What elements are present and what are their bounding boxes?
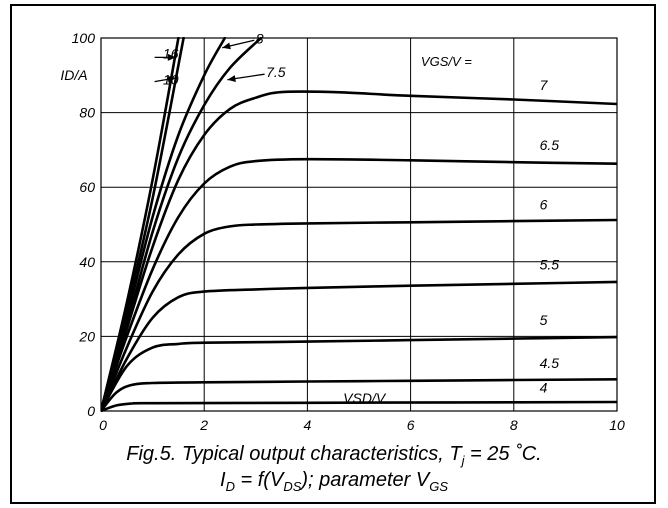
caption-subscript: GS [429,479,448,494]
curve-label-vgs-4-5: 4.5 [540,355,560,371]
caption-subscript: D [225,479,235,494]
curve-label-vgs-6-5: 6.5 [540,137,560,153]
x-axis-label: VSD/V [343,390,387,406]
series-line-vgs-7 [101,90,617,412]
x-tick-label: 10 [609,417,625,433]
y-tick-label: 80 [79,105,95,121]
caption-text: = 25 ˚C. [464,443,542,465]
label-arrow-head [222,42,231,50]
caption-text: Fig.5. Typical output characteristics, T [126,443,462,465]
curve-labels: 161087.576.565.554.54 [163,31,559,396]
caption-text: ); parameter V [301,469,430,491]
y-tick-label: 100 [72,30,96,46]
x-tick-label: 2 [199,417,208,433]
curve-label-vgs-5-5: 5.5 [540,256,560,272]
figure-caption-line1: Fig.5. Typical output characteristics, T… [0,443,668,468]
y-axis-label: ID/A [60,67,87,83]
caption-subscript: j [461,453,465,468]
series-line-vgs-5-5 [101,280,617,412]
series-line-vgs-4 [101,400,617,412]
plot-area-border [100,37,618,412]
label-arrows [154,39,265,83]
series-line-vgs-4-5 [101,378,617,412]
curve-label-vgs-7: 7 [540,77,549,93]
label-arrow-head [167,75,176,83]
y-tick-label: 20 [78,328,95,344]
curve-label-vgs-8: 8 [256,31,264,47]
legend-title: VGS/V = [421,54,472,69]
x-tick-label: 6 [407,417,415,433]
curve-label-vgs-7-5: 7.5 [266,64,286,80]
label-arrow-head [167,53,176,61]
series-line-vgs-6-5 [101,157,617,412]
series-line-vgs-6 [101,218,617,412]
series-line-vgs-8 [101,37,227,412]
y-tick-label: 40 [79,254,95,270]
figure-frame [10,4,656,504]
x-tick-label: 0 [99,417,107,433]
y-tick-label: 60 [79,179,95,195]
label-arrow-head [227,75,236,83]
curve-label-vgs-4: 4 [540,379,548,395]
curve-label-vgs-6: 6 [540,197,548,213]
curve-label-vgs-5: 5 [540,312,548,328]
caption-text: = f(V [234,469,284,491]
series-curves [101,37,617,412]
x-tick-label: 8 [510,417,518,433]
x-tick-label: 4 [304,417,312,433]
figure-caption-line2: ID = f(VDS); parameter VGS [0,469,668,494]
series-line-vgs-5 [101,335,617,412]
y-tick-label: 0 [87,403,95,419]
caption-text: I [220,469,226,491]
caption-subscript: DS [283,479,302,494]
